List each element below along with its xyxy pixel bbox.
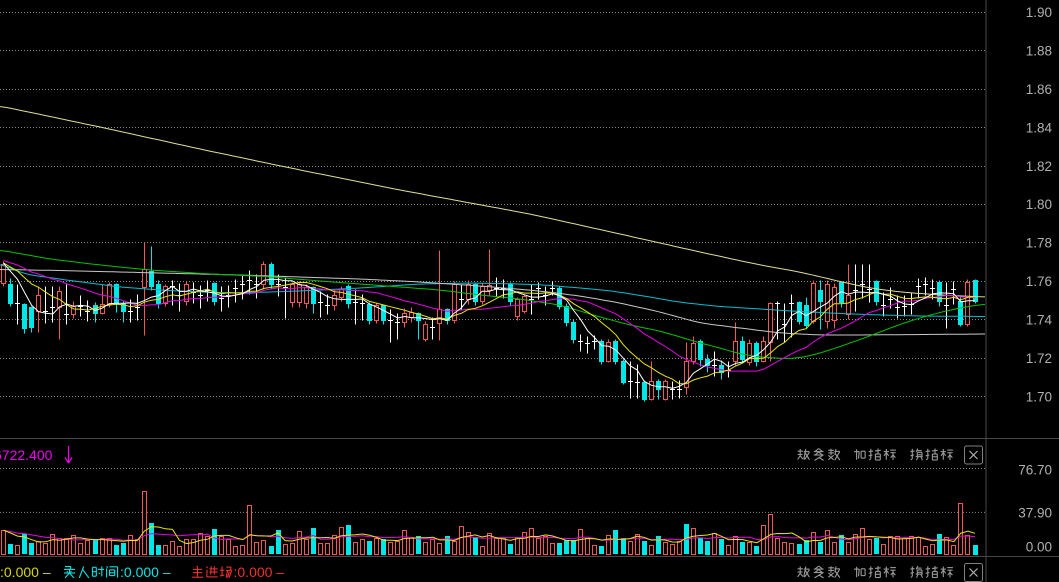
- svg-text:0.00: 0.00: [1026, 540, 1052, 555]
- svg-text::0.000 –: :0.000 –: [120, 564, 171, 580]
- svg-text:6722.400: 6722.400: [0, 447, 53, 463]
- svg-text:1.80: 1.80: [1026, 197, 1052, 212]
- svg-text:1.88: 1.88: [1026, 44, 1052, 59]
- svg-text:1.74: 1.74: [1026, 313, 1053, 328]
- svg-text:1.90: 1.90: [1026, 5, 1052, 20]
- svg-text:1.76: 1.76: [1026, 274, 1052, 289]
- svg-text:1.84: 1.84: [1026, 120, 1053, 135]
- svg-text:1.72: 1.72: [1026, 351, 1052, 366]
- svg-text::0.000 –: :0.000 –: [0, 564, 51, 580]
- svg-text:37.90: 37.90: [1018, 506, 1052, 521]
- svg-text:1.70: 1.70: [1026, 389, 1052, 404]
- svg-text:1.82: 1.82: [1026, 159, 1052, 174]
- svg-text:76.70: 76.70: [1018, 463, 1052, 478]
- svg-text::0.000 –: :0.000 –: [234, 564, 285, 580]
- svg-text:1.86: 1.86: [1026, 82, 1052, 97]
- svg-text:1.78: 1.78: [1026, 236, 1052, 251]
